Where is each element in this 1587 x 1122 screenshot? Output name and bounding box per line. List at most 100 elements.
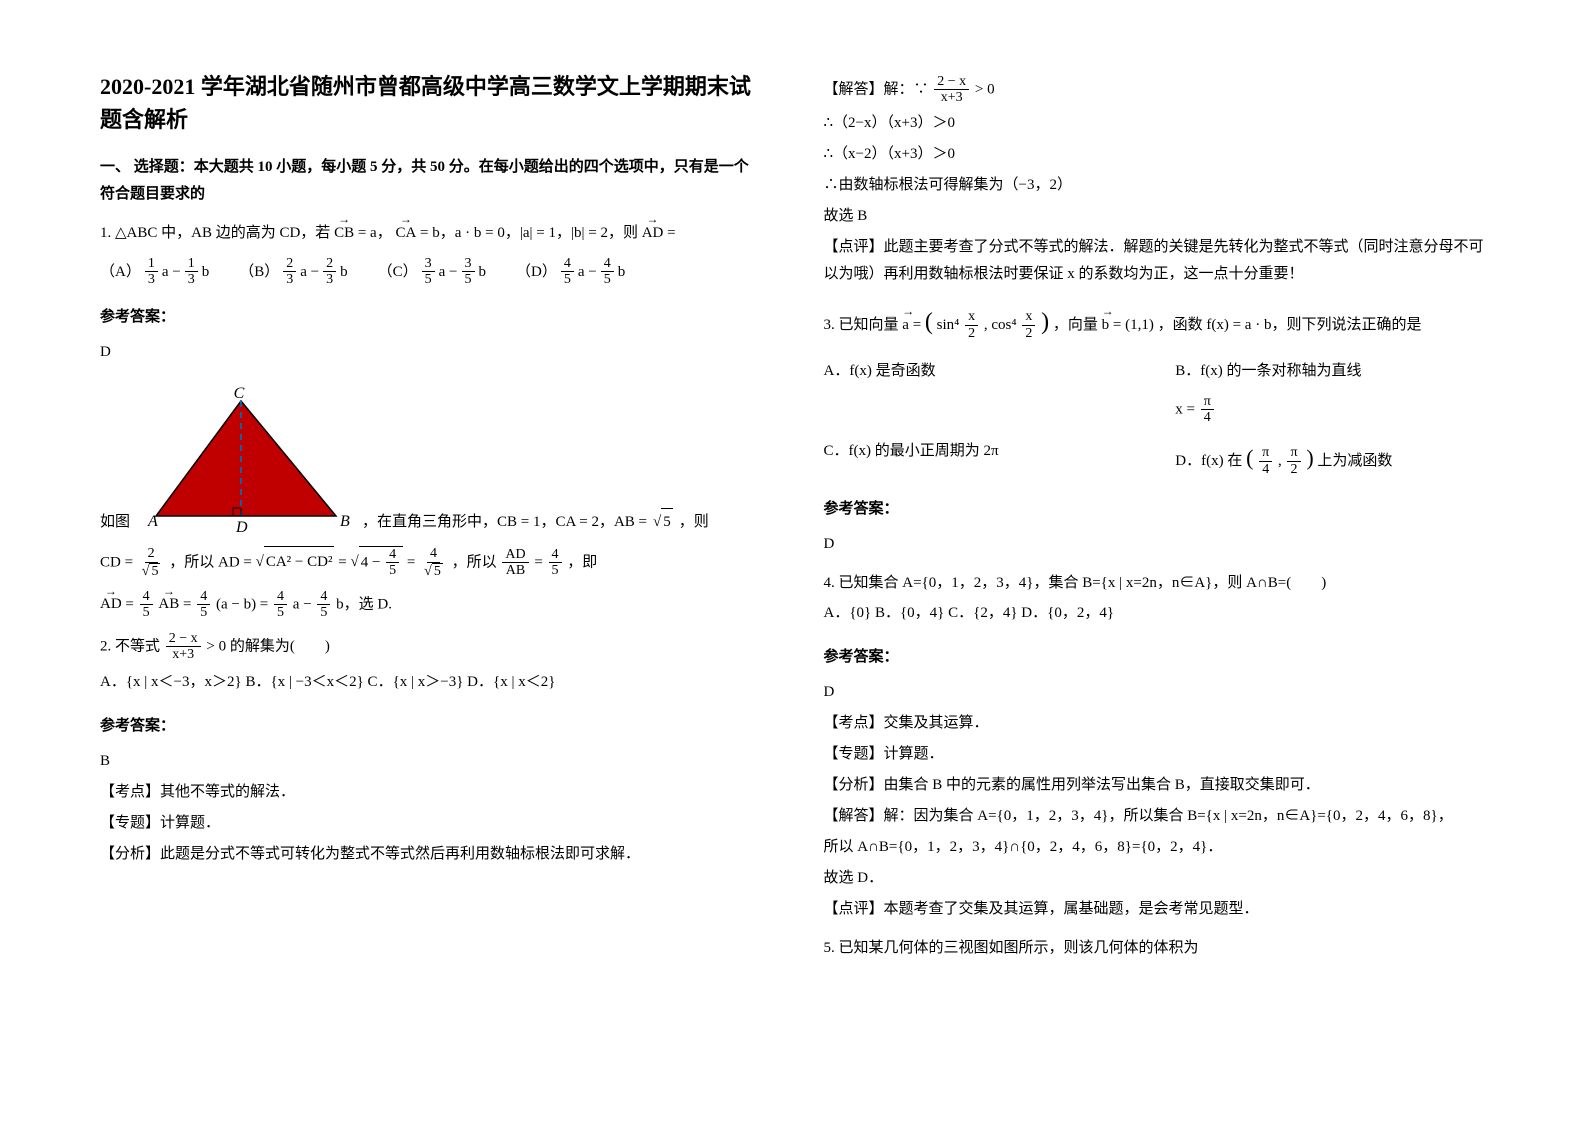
q3-optb-frac: π4 bbox=[1201, 394, 1214, 426]
q3-optd-comma: , bbox=[1278, 453, 1286, 469]
q3-beq: = (1,1) bbox=[1113, 317, 1154, 333]
q2-answer: B bbox=[100, 748, 764, 775]
q4-dp: 【点评】本题考查了交集及其运算，属基础题，是会考常见题型． bbox=[824, 896, 1488, 923]
frac-a1: 13 bbox=[145, 256, 158, 288]
svg-text:B: B bbox=[340, 513, 350, 530]
answer-label-1: 参考答案： bbox=[100, 304, 764, 331]
opt-b-label: （B） bbox=[239, 257, 279, 287]
page: 2020-2021 学年湖北省随州市曾都高级中学高三数学文上学期期末试题含解析 … bbox=[100, 70, 1487, 973]
answer-label-2: 参考答案： bbox=[100, 713, 764, 740]
triangle-diagram: C A B D bbox=[136, 386, 356, 536]
q4-body: 4. 已知集合 A={0，1，2，3，4}，集合 B={x | x=2n，n∈A… bbox=[824, 568, 1488, 598]
svg-text:C: C bbox=[234, 386, 245, 402]
q4-jd2: 所以 A∩B={0，1，2，3，4}∩{0，2，4，6，8}={0，2，4}． bbox=[824, 834, 1488, 861]
q1-e3d: b，选 D. bbox=[336, 596, 392, 612]
q2-jd-gt: > 0 bbox=[975, 81, 995, 97]
q4-gx: 故选 D． bbox=[824, 865, 1488, 892]
q1-body-c: = b，a · b = 0，|a| = 1，|b| = 2，则 bbox=[420, 225, 638, 241]
vec-ca: CA bbox=[395, 218, 416, 248]
question-5: 5. 已知某几何体的三视图如图所示，则该几何体的体积为 bbox=[824, 933, 1488, 963]
frac-45c: 45 bbox=[197, 589, 210, 621]
q3-options: A．f(x) 是奇函数 B．f(x) 的一条对称轴为直线 x = π4 C．f(… bbox=[824, 356, 1488, 480]
frac-45b: 45 bbox=[140, 589, 153, 621]
q1-options: （A） 13a − 13b （B） 23a − 23b （C） 35a − 35… bbox=[100, 256, 764, 288]
q2-fx: 【分析】此题是分式不等式可转化为整式不等式然后再利用数轴标根法即可求解． bbox=[100, 841, 764, 868]
vec-cb: CB bbox=[334, 218, 354, 248]
frac-45e: 45 bbox=[317, 589, 330, 621]
sqrt5-1: 5 bbox=[653, 508, 673, 536]
q1-diagram-text: 如图 bbox=[100, 509, 130, 536]
q4-fx: 【分析】由集合 B 中的元素的属性用列举法写出集合 B，直接取交集即可． bbox=[824, 772, 1488, 799]
vec-ab2: AB bbox=[158, 589, 179, 619]
q2-prefix: 2. 不等式 bbox=[100, 638, 160, 654]
opt-d-label: （D） bbox=[516, 257, 557, 287]
frac-c2: 35 bbox=[462, 256, 475, 288]
q1-opt-d: （D） 45a − 45b bbox=[516, 256, 625, 288]
vec-b-q3: b bbox=[1102, 310, 1110, 340]
q1-e3a: = bbox=[125, 596, 137, 612]
q3-opt-b: B．f(x) 的一条对称轴为直线 x = π4 bbox=[1175, 356, 1487, 426]
q2-opts: A．{x | x＜−3，x＞2} B．{x | −3＜x＜2} C．{x | x… bbox=[100, 667, 764, 697]
answer-label-4: 参考答案： bbox=[824, 644, 1488, 671]
q3-optd-f2: π2 bbox=[1287, 445, 1300, 477]
q1-e2b: ，所以 AD = bbox=[169, 554, 255, 570]
q1-e3b: (a − b) = bbox=[216, 596, 272, 612]
q3-paren-close: ) bbox=[1041, 309, 1049, 335]
frac-cd: 25 bbox=[139, 546, 164, 579]
svg-text:D: D bbox=[235, 519, 248, 536]
q3-optd-f1: π4 bbox=[1259, 445, 1272, 477]
q1-explain-1b: ，则 bbox=[679, 509, 709, 536]
q3-optd-tail: 上为减函数 bbox=[1317, 453, 1392, 469]
opt-c-label: （C） bbox=[378, 257, 418, 287]
vec-a-q3: a bbox=[902, 310, 909, 340]
q4-answer: D bbox=[824, 679, 1488, 706]
q2-tail: 的解集为( ) bbox=[230, 638, 330, 654]
q1-prefix: 1. bbox=[100, 225, 111, 241]
q3-opt-d: D．f(x) 在 ( π4 , π2 ) 上为减函数 bbox=[1175, 436, 1487, 480]
q3-optd-lp: ( bbox=[1246, 445, 1253, 470]
sqrt-445: 4 − 45 bbox=[350, 554, 403, 570]
q1-explain-1a: ，在直角三角形中，CB = 1，CA = 2，AB = bbox=[362, 509, 647, 536]
q4-jd: 【解答】解：因为集合 A={0，1，2，3，4}，所以集合 B={x | x=2… bbox=[824, 803, 1488, 830]
q3-mid1: ，向量 bbox=[1053, 317, 1102, 333]
q4-zt: 【专题】计算题． bbox=[824, 741, 1488, 768]
q1-e2g: ，即 bbox=[567, 554, 597, 570]
q2-step3: ∴（x−2）（x+3）＞0 bbox=[824, 141, 1488, 168]
q1-body-a: △ABC 中，AB 边的高为 CD，若 bbox=[115, 225, 330, 241]
sqrt-cad: CA² − CD² bbox=[256, 554, 335, 570]
q1-e2d: = bbox=[407, 554, 419, 570]
q2-jd: 【解答】解：∵ 2 − xx+3 > 0 bbox=[824, 74, 1488, 106]
q3-sin4: sin⁴ bbox=[937, 317, 960, 333]
question-1: 1. △ABC 中，AB 边的高为 CD，若 CB = a， CA = b，a … bbox=[100, 218, 764, 288]
q3-cos4: cos⁴ bbox=[991, 317, 1016, 333]
q3-optb-pre: x = bbox=[1175, 401, 1198, 417]
q2-step5: 故选 B bbox=[824, 203, 1488, 230]
q2-jd-frac: 2 − xx+3 bbox=[934, 74, 969, 106]
q1-e2a: CD = bbox=[100, 554, 137, 570]
q1-diagram-row: 如图 C A B D ，在直角三角形中，CB = 1，CA = 2，AB = 5… bbox=[100, 386, 764, 536]
q1-e3c: a − bbox=[293, 596, 316, 612]
q1-opt-b: （B） 23a − 23b bbox=[239, 256, 347, 288]
left-column: 2020-2021 学年湖北省随州市曾都高级中学高三数学文上学期期末试题含解析 … bbox=[100, 70, 764, 973]
q4-kd: 【考点】交集及其运算． bbox=[824, 710, 1488, 737]
q3-prefix: 3. 已知向量 bbox=[824, 317, 903, 333]
frac-4sqrt5: 45 bbox=[421, 546, 446, 579]
q1-answer: D bbox=[100, 339, 764, 366]
frac-45d: 45 bbox=[274, 589, 287, 621]
q3-optb-a: B．f(x) 的一条对称轴为直线 bbox=[1175, 363, 1361, 379]
frac-d1: 45 bbox=[561, 256, 574, 288]
q1-e2f: = bbox=[534, 554, 546, 570]
frac-c1: 35 bbox=[422, 256, 435, 288]
q2-jd-prefix: 【解答】解：∵ bbox=[824, 81, 933, 97]
q3-paren-open: ( bbox=[925, 309, 933, 335]
q2-step4: ∴由数轴标根法可得解集为（−3，2） bbox=[824, 172, 1488, 199]
q1-opt-c: （C） 35a − 35b bbox=[378, 256, 486, 288]
q3-opt-c: C．f(x) 的最小正周期为 2π bbox=[824, 436, 1136, 480]
vec-ad2: AD bbox=[100, 589, 122, 619]
vec-ad: AD bbox=[642, 218, 664, 248]
q1-opt-a: （A） 13a − 13b bbox=[100, 256, 209, 288]
q3-mid2: ，函数 f(x) = a · b，则下列说法正确的是 bbox=[1158, 317, 1422, 333]
question-2: 2. 不等式 2 − xx+3 > 0 的解集为( ) A．{x | x＜−3，… bbox=[100, 631, 764, 697]
q4-opts: A．{0} B．{0，4} C．{2，4} D．{0，2，4} bbox=[824, 598, 1488, 628]
q2-gt: > 0 bbox=[206, 638, 226, 654]
